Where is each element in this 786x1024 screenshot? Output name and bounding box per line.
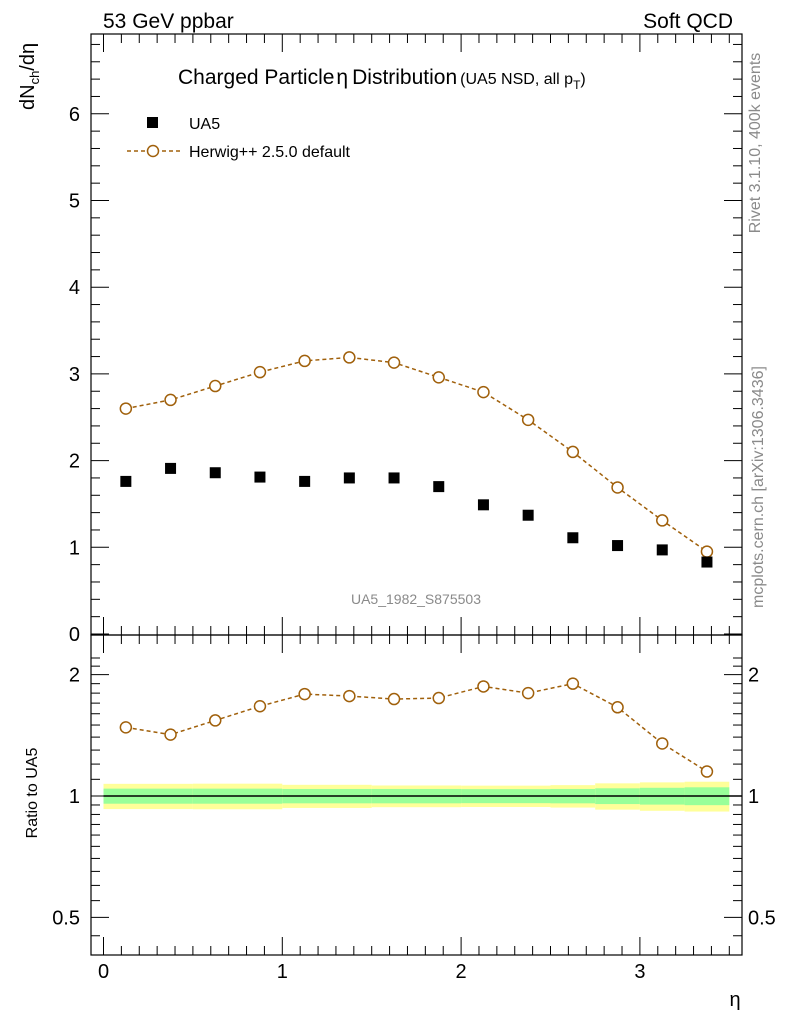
mc-point (566, 445, 580, 459)
data-point (656, 544, 668, 556)
y-tick-label-ratio-right: 0.5 (748, 907, 776, 929)
ratio-point (253, 699, 267, 713)
data-point (433, 481, 445, 493)
mc-point (387, 356, 401, 369)
y-tick-label-main: 0 (69, 624, 80, 646)
title-main2: Distribution (352, 66, 457, 89)
y-label-sub: ch (27, 71, 42, 85)
data-point (388, 472, 400, 484)
y-label-tail: /dη (17, 43, 39, 71)
y-tick-label-main: 1 (69, 537, 80, 559)
mc-point (432, 371, 445, 384)
axis-ticks (91, 34, 742, 955)
x-tick-label: 2 (456, 961, 467, 983)
mc-series-main (119, 351, 714, 558)
title-sub-sub: T (573, 78, 581, 92)
y-axis-label-main: dNch/dη (17, 43, 42, 110)
data-point (477, 499, 489, 511)
ratio-point (700, 765, 714, 778)
legend-data-label: UA5 (189, 116, 220, 133)
legend-mc-label: Herwig++ 2.5.0 default (189, 144, 351, 161)
y-tick-label-ratio-right: 2 (748, 665, 759, 687)
rivet-label: Rivet 3.1.10, 400k events (747, 53, 764, 234)
ratio-point (566, 677, 580, 690)
chart-title: Charged Particleη Distribution (UA5 NSD, a… (178, 66, 586, 92)
mc-point (521, 413, 535, 427)
data-point (209, 467, 221, 479)
mc-point (119, 402, 133, 415)
y-tick-label-ratio-left: 0.5 (52, 907, 80, 929)
mc-series-ratio (119, 677, 714, 778)
legend-mc-marker (146, 144, 160, 158)
y-tick-label-ratio-left: 2 (69, 665, 80, 687)
ratio-point (298, 687, 311, 701)
data-point (254, 471, 266, 483)
category-label: Soft QCD (643, 10, 733, 33)
mc-point (209, 379, 222, 393)
y-tick-label-main: 5 (69, 191, 80, 213)
y-tick-label-ratio-left: 1 (69, 786, 80, 808)
analysis-id: UA5_1982_S875503 (351, 591, 481, 607)
data-point (522, 509, 534, 521)
y-axis-label-ratio: Ratio to UA5 (24, 748, 41, 839)
mc-point (656, 514, 669, 527)
x-tick-label: 0 (98, 961, 109, 983)
ratio-point (521, 686, 535, 700)
legend-data-marker (147, 117, 158, 128)
x-tick-label: 1 (277, 961, 288, 983)
x-tick-label: 3 (634, 961, 645, 983)
y-tick-label-ratio-right: 1 (748, 786, 759, 808)
ratio-point (656, 737, 669, 750)
mc-line (125, 356, 708, 553)
mc-point (298, 354, 311, 368)
ratio-point (209, 714, 222, 727)
title-main: Charged Particle (178, 66, 334, 89)
ratio-point (477, 680, 490, 693)
tick-labels: 0 1 2 3 4 5 6 0.5 0.5 1 1 2 2 0 1 2 3 (52, 104, 776, 983)
title-sub: (UA5 NSD, all p (460, 71, 573, 88)
title-eta: η (336, 66, 348, 89)
y-label-base: dN (17, 84, 39, 110)
ratio-line (125, 682, 708, 773)
data-point (567, 532, 579, 544)
y-tick-label-main: 6 (69, 104, 80, 126)
x-axis-label: η (729, 989, 740, 1011)
data-point (120, 475, 132, 487)
data-point (165, 462, 177, 474)
ratio-point (164, 728, 177, 741)
ratio-point (611, 701, 624, 714)
ratio-point (119, 721, 133, 734)
mc-point (611, 481, 624, 494)
y-tick-label-main: 4 (69, 277, 80, 299)
mc-point (164, 393, 177, 407)
ratio-point (343, 689, 356, 703)
data-point (612, 540, 624, 552)
data-point (701, 556, 713, 568)
ratio-point (432, 691, 445, 705)
mc-point (477, 385, 490, 399)
ratio-panel-frame (90, 634, 743, 956)
title-sub-close: ) (580, 71, 585, 88)
mc-point (700, 545, 714, 558)
data-point (299, 475, 311, 487)
energy-label: 53 GeV ppbar (103, 10, 234, 33)
mc-point (343, 351, 356, 364)
ratio-point (387, 692, 401, 706)
y-tick-label-main: 3 (69, 364, 80, 386)
data-point (343, 472, 355, 484)
mc-point (253, 365, 267, 379)
y-tick-label-main: 2 (69, 451, 80, 473)
data-series-main (120, 462, 713, 568)
mcplots-label: mcplots.cern.ch [arXiv:1306.3436] (750, 366, 767, 608)
